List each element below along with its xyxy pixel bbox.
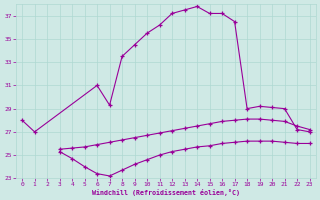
- X-axis label: Windchill (Refroidissement éolien,°C): Windchill (Refroidissement éolien,°C): [92, 189, 240, 196]
